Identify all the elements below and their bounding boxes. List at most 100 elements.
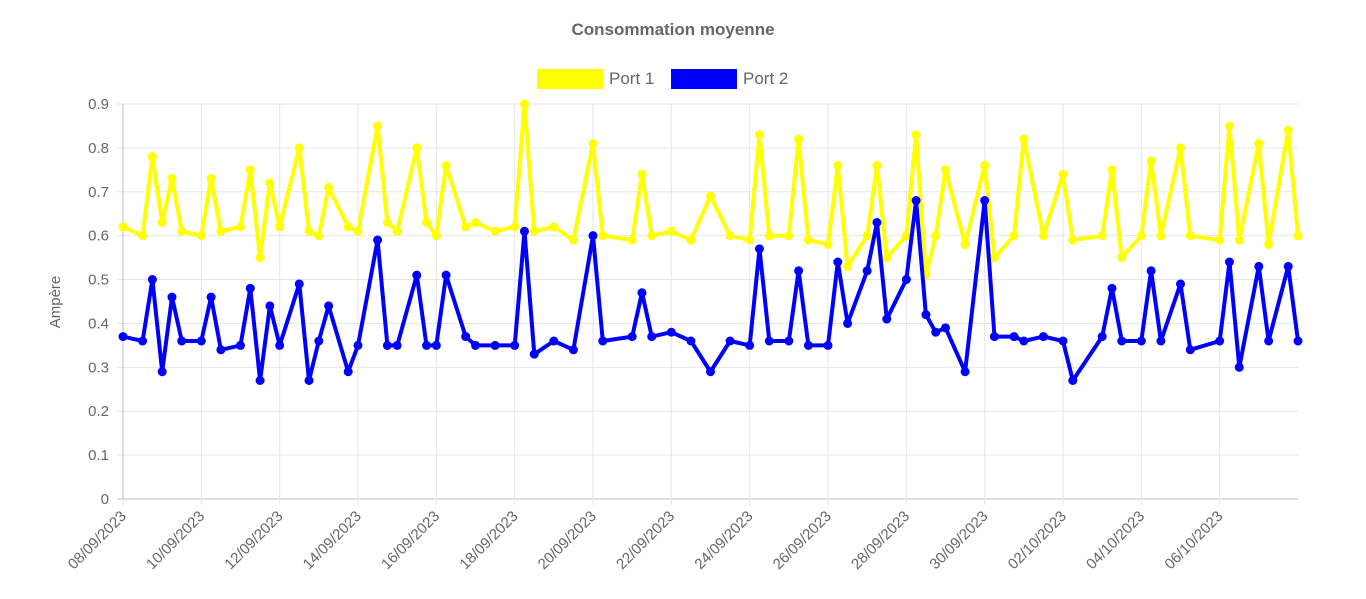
data-point[interactable] xyxy=(167,174,177,184)
data-point[interactable] xyxy=(510,340,520,350)
data-point[interactable] xyxy=(1009,231,1019,241)
data-point[interactable] xyxy=(588,139,598,148)
data-point[interactable] xyxy=(745,235,755,245)
data-point[interactable] xyxy=(441,160,451,170)
data-point[interactable] xyxy=(196,231,206,241)
data-point[interactable] xyxy=(960,239,970,249)
data-point[interactable] xyxy=(529,226,539,236)
data-point[interactable] xyxy=(382,340,392,350)
data-point[interactable] xyxy=(236,340,245,350)
data-point[interactable] xyxy=(343,367,353,377)
data-point[interactable] xyxy=(1146,156,1156,166)
data-point[interactable] xyxy=(568,235,578,245)
data-point[interactable] xyxy=(941,165,950,175)
data-point[interactable] xyxy=(245,165,255,175)
data-point[interactable] xyxy=(236,222,245,232)
data-point[interactable] xyxy=(490,340,500,350)
data-point[interactable] xyxy=(138,231,148,241)
legend-label-port-1[interactable]: Port 1 xyxy=(609,69,654,88)
data-point[interactable] xyxy=(1185,231,1195,241)
data-point[interactable] xyxy=(314,231,324,241)
data-point[interactable] xyxy=(931,231,941,241)
data-point[interactable] xyxy=(1264,336,1274,346)
data-point[interactable] xyxy=(431,340,441,350)
data-point[interactable] xyxy=(627,235,637,245)
data-point[interactable] xyxy=(911,130,921,140)
data-point[interactable] xyxy=(1019,134,1029,144)
data-point[interactable] xyxy=(1097,231,1107,241)
data-point[interactable] xyxy=(754,244,764,254)
data-point[interactable] xyxy=(196,336,206,346)
data-point[interactable] xyxy=(862,266,872,276)
data-point[interactable] xyxy=(255,376,265,385)
data-point[interactable] xyxy=(745,340,755,350)
data-point[interactable] xyxy=(1068,235,1078,245)
data-point[interactable] xyxy=(980,160,990,170)
data-point[interactable] xyxy=(1254,261,1264,271)
data-point[interactable] xyxy=(598,231,608,241)
data-point[interactable] xyxy=(989,332,999,342)
data-point[interactable] xyxy=(901,275,911,285)
data-point[interactable] xyxy=(353,226,363,236)
data-point[interactable] xyxy=(911,196,921,206)
data-point[interactable] xyxy=(882,314,892,324)
data-point[interactable] xyxy=(872,218,882,227)
data-point[interactable] xyxy=(1058,336,1068,346)
data-point[interactable] xyxy=(422,340,432,350)
data-point[interactable] xyxy=(1215,336,1225,346)
data-point[interactable] xyxy=(177,336,187,346)
data-point[interactable] xyxy=(245,283,255,293)
data-point[interactable] xyxy=(157,367,167,377)
data-point[interactable] xyxy=(862,231,872,241)
data-point[interactable] xyxy=(1283,125,1293,135)
data-point[interactable] xyxy=(754,130,764,140)
data-point[interactable] xyxy=(138,336,148,346)
data-point[interactable] xyxy=(294,279,304,289)
data-point[interactable] xyxy=(324,182,334,192)
data-point[interactable] xyxy=(647,332,657,342)
data-point[interactable] xyxy=(1107,165,1117,175)
data-point[interactable] xyxy=(1058,169,1068,179)
data-point[interactable] xyxy=(568,345,578,355)
data-point[interactable] xyxy=(314,336,324,346)
data-point[interactable] xyxy=(1146,266,1156,276)
data-point[interactable] xyxy=(843,318,853,328)
data-point[interactable] xyxy=(441,270,451,280)
data-point[interactable] xyxy=(373,121,383,131)
data-point[interactable] xyxy=(1176,279,1185,289)
data-point[interactable] xyxy=(764,336,774,346)
data-point[interactable] xyxy=(823,340,833,350)
data-point[interactable] xyxy=(627,332,637,342)
data-point[interactable] xyxy=(422,218,432,227)
data-point[interactable] xyxy=(725,336,735,346)
data-point[interactable] xyxy=(833,160,843,170)
data-point[interactable] xyxy=(794,134,804,144)
data-point[interactable] xyxy=(1156,231,1166,241)
data-point[interactable] xyxy=(1254,139,1264,148)
data-point[interactable] xyxy=(1215,235,1225,245)
data-point[interactable] xyxy=(872,160,882,170)
data-point[interactable] xyxy=(784,231,794,241)
data-point[interactable] xyxy=(794,266,804,276)
data-point[interactable] xyxy=(1234,235,1244,245)
data-point[interactable] xyxy=(177,226,187,236)
data-point[interactable] xyxy=(823,239,833,249)
data-point[interactable] xyxy=(471,340,480,350)
data-point[interactable] xyxy=(1097,332,1107,342)
data-point[interactable] xyxy=(118,332,128,342)
data-point[interactable] xyxy=(275,222,285,232)
data-point[interactable] xyxy=(1185,345,1195,355)
data-point[interactable] xyxy=(686,336,696,346)
data-point[interactable] xyxy=(147,152,157,162)
data-point[interactable] xyxy=(529,349,539,359)
data-point[interactable] xyxy=(1038,231,1048,241)
data-point[interactable] xyxy=(980,196,990,206)
data-point[interactable] xyxy=(1038,332,1048,342)
data-point[interactable] xyxy=(431,231,441,241)
data-point[interactable] xyxy=(921,310,931,320)
data-point[interactable] xyxy=(1107,283,1117,293)
data-point[interactable] xyxy=(1224,257,1234,267)
data-point[interactable] xyxy=(265,178,275,188)
data-point[interactable] xyxy=(324,301,334,311)
data-point[interactable] xyxy=(519,226,529,236)
